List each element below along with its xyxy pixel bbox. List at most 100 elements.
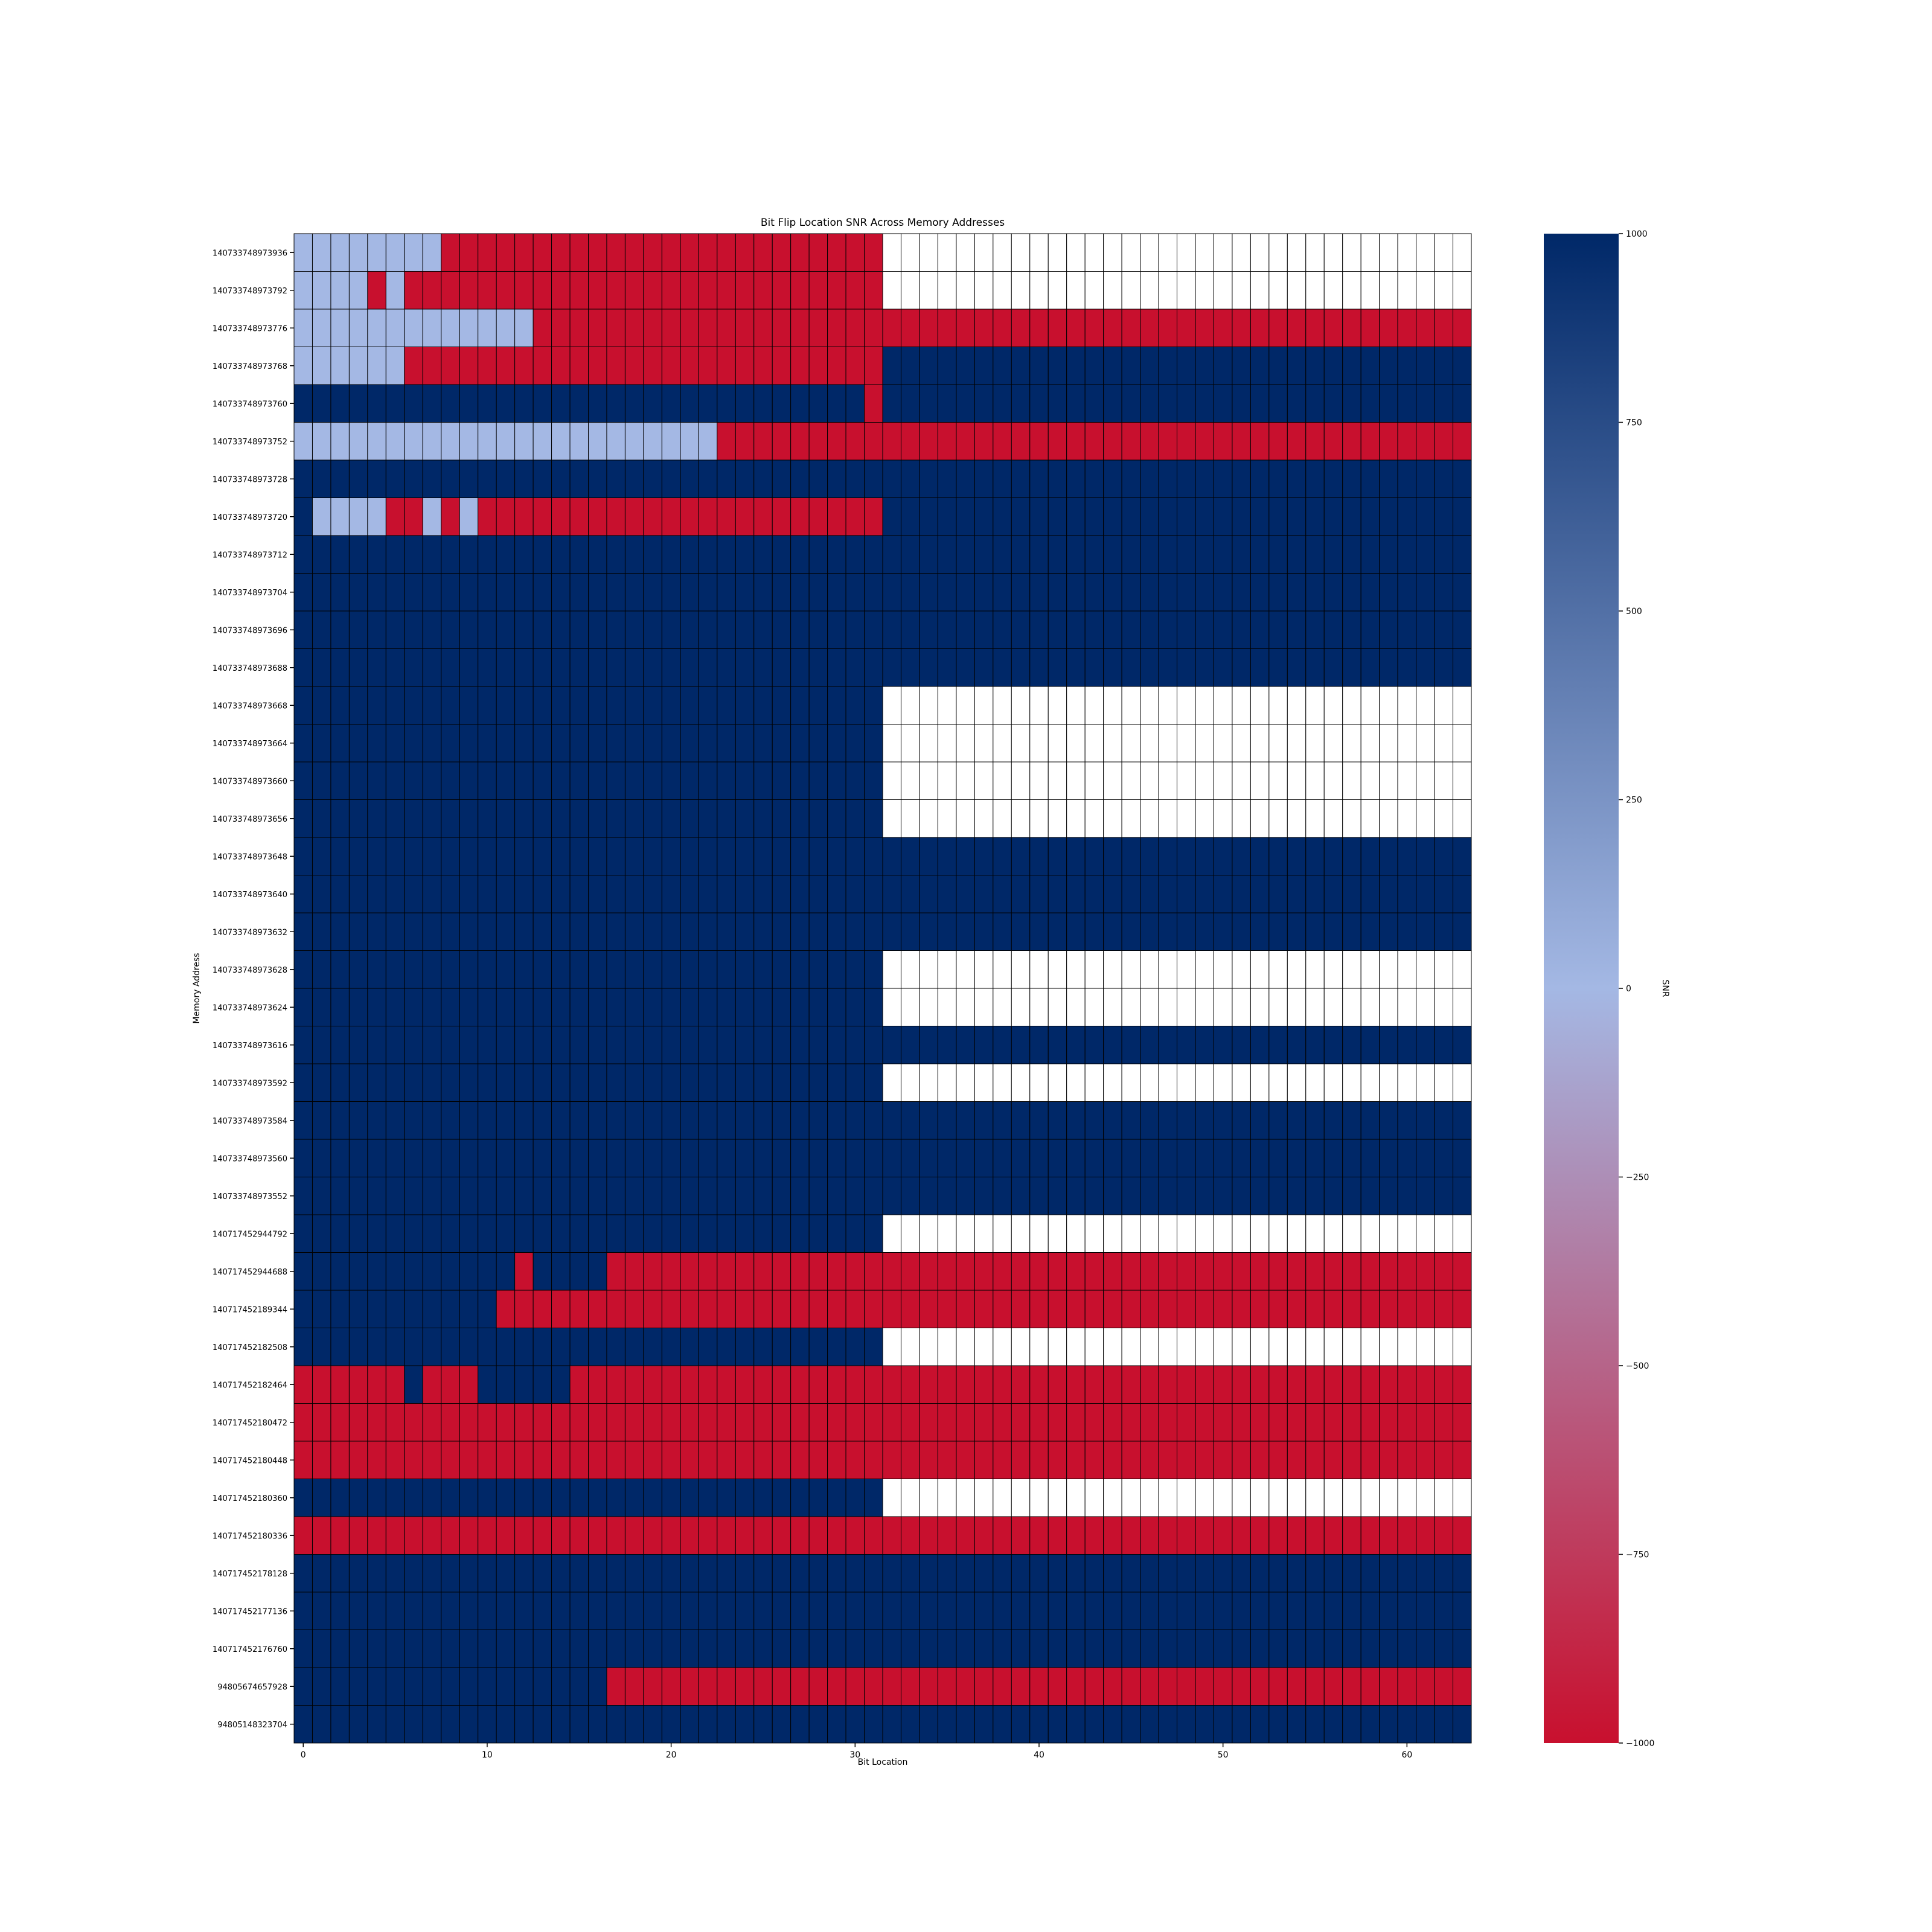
heatmap-cell: [330, 1177, 350, 1215]
heatmap-cell: [845, 1063, 865, 1102]
heatmap-cell: [1029, 1630, 1049, 1668]
heatmap-cell: [1305, 686, 1325, 724]
x-tick-label: 40: [1034, 1750, 1044, 1760]
heatmap-cell: [956, 1554, 975, 1593]
heatmap-cell: [496, 1479, 516, 1517]
heatmap-cell: [551, 1063, 571, 1102]
heatmap-cell: [956, 686, 975, 724]
heatmap-cell: [588, 1479, 607, 1517]
heatmap-cell: [533, 347, 552, 385]
heatmap-cell: [1397, 309, 1417, 347]
heatmap-cell: [845, 875, 865, 913]
heatmap-cell: [864, 875, 883, 913]
heatmap-cell: [1011, 1630, 1031, 1668]
heatmap-cell: [1379, 686, 1398, 724]
heatmap-cell: [1287, 1101, 1307, 1140]
heatmap-cell: [1232, 1554, 1251, 1593]
heatmap-cell: [1066, 1441, 1086, 1479]
heatmap-cell: [624, 384, 644, 423]
heatmap-cell: [900, 912, 920, 951]
heatmap-cell: [1011, 610, 1031, 649]
heatmap-cell: [624, 1139, 644, 1177]
heatmap-cell: [735, 875, 755, 913]
heatmap-cell: [385, 1177, 405, 1215]
heatmap-cell: [1158, 875, 1177, 913]
heatmap-cell: [533, 950, 552, 989]
heatmap-cell: [1397, 1290, 1417, 1328]
heatmap-cell: [919, 573, 938, 612]
heatmap-cell: [533, 1705, 552, 1744]
heatmap-cell: [937, 761, 957, 800]
heatmap-cell: [772, 950, 792, 989]
heatmap-cell: [845, 497, 865, 536]
colorbar-tick-label: 750: [1626, 418, 1642, 428]
heatmap-cell: [1416, 271, 1435, 310]
heatmap-cell: [1121, 1667, 1141, 1706]
heatmap-cell: [606, 347, 625, 385]
heatmap-cell: [551, 233, 571, 272]
heatmap-cell: [330, 686, 350, 724]
heatmap-cell: [717, 1063, 736, 1102]
heatmap-cell: [808, 422, 828, 461]
heatmap-cell: [367, 875, 386, 913]
heatmap-cell: [735, 1667, 755, 1706]
heatmap-cell: [900, 347, 920, 385]
heatmap-cell: [1360, 309, 1380, 347]
heatmap-cell: [293, 1365, 313, 1404]
heatmap-cell: [1084, 1705, 1104, 1744]
heatmap-cell: [588, 610, 607, 649]
heatmap-cell: [1434, 1101, 1454, 1140]
heatmap-cell: [1140, 422, 1159, 461]
heatmap-cell: [478, 1101, 497, 1140]
heatmap-cell: [1011, 1516, 1031, 1555]
heatmap-cell: [1195, 384, 1214, 423]
heatmap-cell: [735, 1214, 755, 1253]
heatmap-cell: [882, 837, 901, 875]
heatmap-cell: [1195, 1252, 1214, 1291]
heatmap-cell: [1360, 271, 1380, 310]
heatmap-cell: [551, 497, 571, 536]
heatmap-cell: [588, 648, 607, 687]
heatmap-cell: [624, 1516, 644, 1555]
heatmap-cell: [974, 1252, 994, 1291]
heatmap-cell: [900, 233, 920, 272]
heatmap-cell: [1121, 761, 1141, 800]
heatmap-cell: [441, 422, 460, 461]
heatmap-cell: [312, 422, 331, 461]
heatmap-cell: [385, 1554, 405, 1593]
heatmap-cell: [993, 1441, 1012, 1479]
heatmap-cell: [367, 761, 386, 800]
heatmap-cell: [1011, 1252, 1031, 1291]
heatmap-cell: [680, 610, 699, 649]
heatmap-cell: [1103, 1705, 1122, 1744]
heatmap-cell: [827, 950, 846, 989]
heatmap-cell: [772, 573, 792, 612]
heatmap-cell: [1379, 271, 1398, 310]
heatmap-cell: [808, 648, 828, 687]
heatmap-cell: [367, 233, 386, 272]
heatmap-cell: [441, 347, 460, 385]
heatmap-cell: [864, 1667, 883, 1706]
heatmap-cell: [422, 573, 442, 612]
heatmap-cell: [624, 1403, 644, 1442]
heatmap-cell: [1011, 497, 1031, 536]
heatmap-cell: [1397, 459, 1417, 498]
heatmap-cell: [864, 1328, 883, 1366]
heatmap-cell: [1453, 1403, 1472, 1442]
heatmap-cell: [422, 837, 442, 875]
heatmap-cell: [1195, 459, 1214, 498]
heatmap-cell: [496, 1630, 516, 1668]
heatmap-cell: [937, 648, 957, 687]
heatmap-cell: [717, 1441, 736, 1479]
heatmap-cell: [1453, 1667, 1472, 1706]
heatmap-cell: [1140, 686, 1159, 724]
heatmap-cell: [1140, 573, 1159, 612]
heatmap-cell: [919, 1403, 938, 1442]
heatmap-cell: [1066, 1290, 1086, 1328]
heatmap-cell: [367, 459, 386, 498]
heatmap-cell: [459, 799, 479, 838]
heatmap-cell: [496, 1554, 516, 1593]
heatmap-cell: [1453, 1591, 1472, 1630]
heatmap-cell: [514, 1630, 534, 1668]
heatmap-cell: [459, 1328, 479, 1366]
